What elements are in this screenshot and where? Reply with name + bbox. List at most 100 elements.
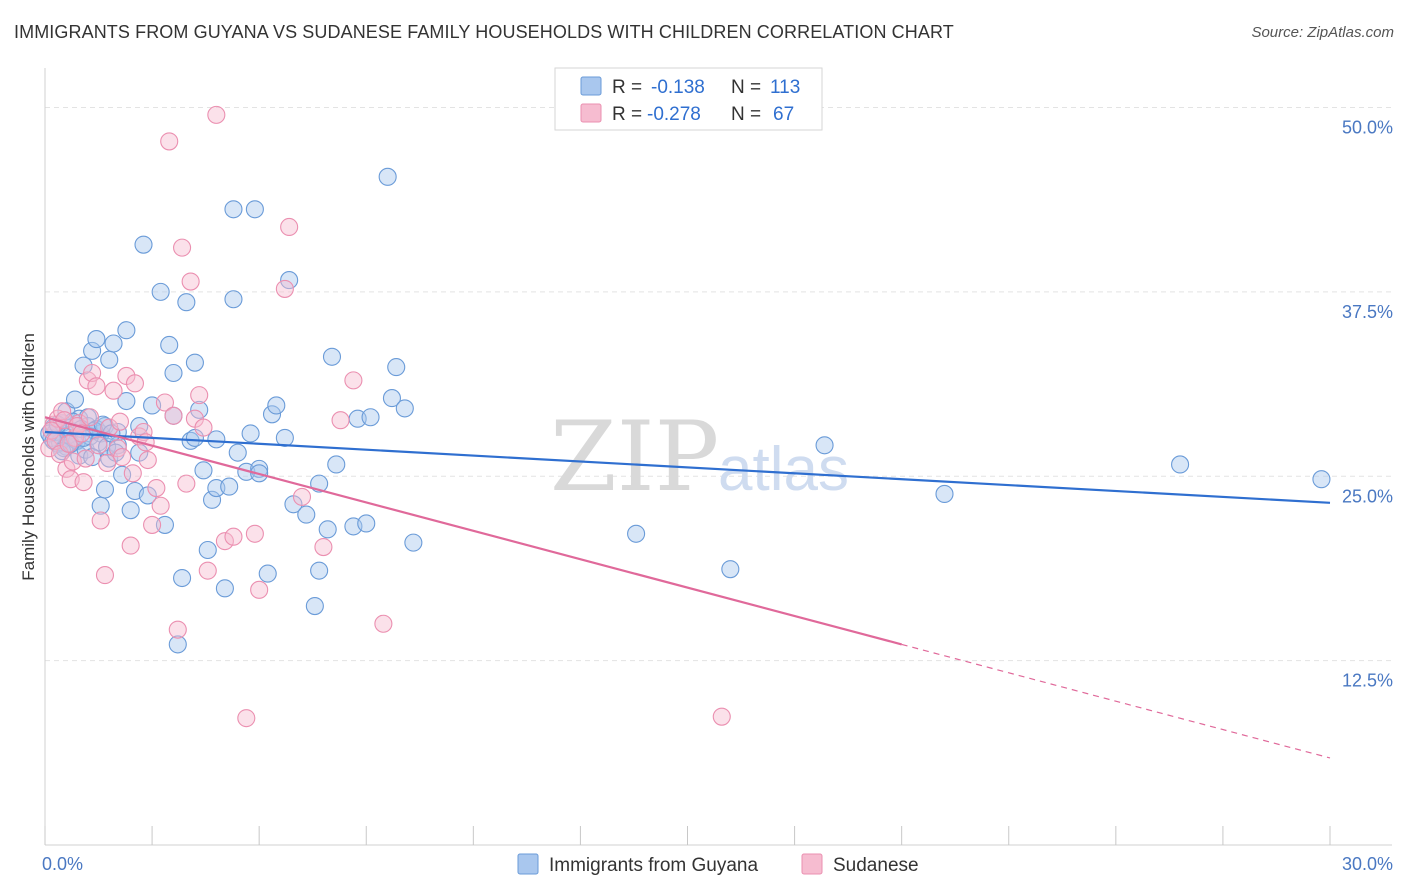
point-guyana [160,335,179,355]
point-guyana [297,505,316,524]
point-guyana [65,390,85,409]
point-guyana [224,290,243,309]
axes [44,68,1392,846]
trend-line-guyana [44,430,1331,504]
point-sudanese [177,474,196,493]
point-sudanese [245,524,264,543]
point-sudanese [138,450,157,470]
point-guyana [262,405,282,424]
point-sudanese [76,449,95,468]
point-sudanese [198,561,217,580]
point-sudanese [74,473,93,492]
point-sudanese [173,238,192,257]
point-guyana [387,358,406,377]
y-tick-label: 25.0% [1342,486,1393,506]
point-guyana [404,533,423,552]
chart-title: IMMIGRANTS FROM GUYANA VS SUDANESE FAMIL… [14,22,954,42]
point-sudanese [143,515,162,534]
series-swatch-sudanese [801,853,823,875]
legend-swatch-guyana [580,76,602,96]
point-guyana [190,400,209,419]
point-guyana [87,330,106,349]
point-sudanese [121,536,140,555]
point-guyana [220,477,239,496]
legend-n-label-guyana: N = [731,77,761,98]
point-sudanese [190,386,209,405]
point-sudanese [104,381,123,400]
point-guyana [245,200,264,219]
point-guyana [361,408,380,427]
point-sudanese [374,614,393,633]
point-sudanese [110,412,130,431]
point-guyana [155,515,174,534]
series-legend: Immigrants from Guyana Sudanese [517,853,919,876]
legend-r-label-sudanese: R = [612,104,642,125]
point-guyana [241,424,260,443]
point-sudanese [53,402,72,421]
point-sudanese [314,537,333,557]
point-guyana [164,363,183,383]
y-axis-label: Family Households with Children [19,333,38,581]
point-guyana [100,350,119,369]
point-guyana [378,167,397,186]
legend-n-value-guyana: 113 [770,77,800,98]
point-guyana [310,561,329,580]
point-guyana [1312,470,1331,489]
point-sudanese [59,434,78,453]
trend-line-sudanese-extension [901,643,1331,759]
point-sudanese [215,532,234,551]
point-guyana [395,399,414,418]
correlation-legend: R = -0.138 N = 113 R = -0.278 N = 67 [554,67,823,131]
point-guyana [173,568,192,588]
point-guyana [117,321,136,340]
point-guyana [215,579,234,598]
point-guyana [318,520,337,539]
series-label-sudanese: Sudanese [833,855,919,876]
point-guyana [177,293,196,312]
point-sudanese [275,279,294,298]
point-sudanese [250,580,269,599]
point-sudanese [344,371,363,390]
point-guyana [134,235,153,254]
point-sudanese [87,377,106,396]
watermark-zip: ZIP [550,401,719,513]
point-guyana [185,353,204,372]
point-guyana [382,389,402,408]
point-sudanese [164,406,183,425]
point-guyana [224,200,243,219]
point-guyana [721,560,740,579]
point-sudanese [151,496,170,515]
point-sudanese [108,439,127,458]
point-sudanese [40,439,59,458]
point-guyana [168,635,187,654]
point-sudanese [89,436,108,455]
point-sudanese [147,478,166,498]
point-guyana [1171,455,1190,474]
point-sudanese [331,411,350,430]
point-guyana [203,490,222,509]
point-sudanese [98,453,117,473]
point-guyana [117,391,136,411]
legend-n-value-sudanese: 67 [773,104,794,125]
point-sudanese [80,408,100,427]
legend-swatch-sudanese [580,103,602,123]
grid-lines [45,107,1392,662]
y-tick-label: 50.0% [1342,118,1393,138]
point-guyana [322,347,342,366]
point-guyana [83,341,102,360]
chart-source: Source: ZipAtlas.com [1251,24,1394,41]
point-guyana [151,282,170,301]
point-guyana [327,455,346,474]
x-tick-label: 30.0% [1342,854,1393,874]
trend-line-sudanese [44,416,902,646]
point-sudanese [712,707,731,726]
series-label-guyana: Immigrants from Guyana [549,855,758,876]
point-sudanese [224,527,243,546]
y-tick-label: 12.5% [1342,671,1393,691]
legend-r-label-guyana: R = [612,77,642,98]
point-sudanese [237,709,256,728]
point-guyana [815,436,834,455]
point-sudanese [95,566,115,585]
point-sudanese [155,393,174,412]
point-sudanese [292,487,312,506]
